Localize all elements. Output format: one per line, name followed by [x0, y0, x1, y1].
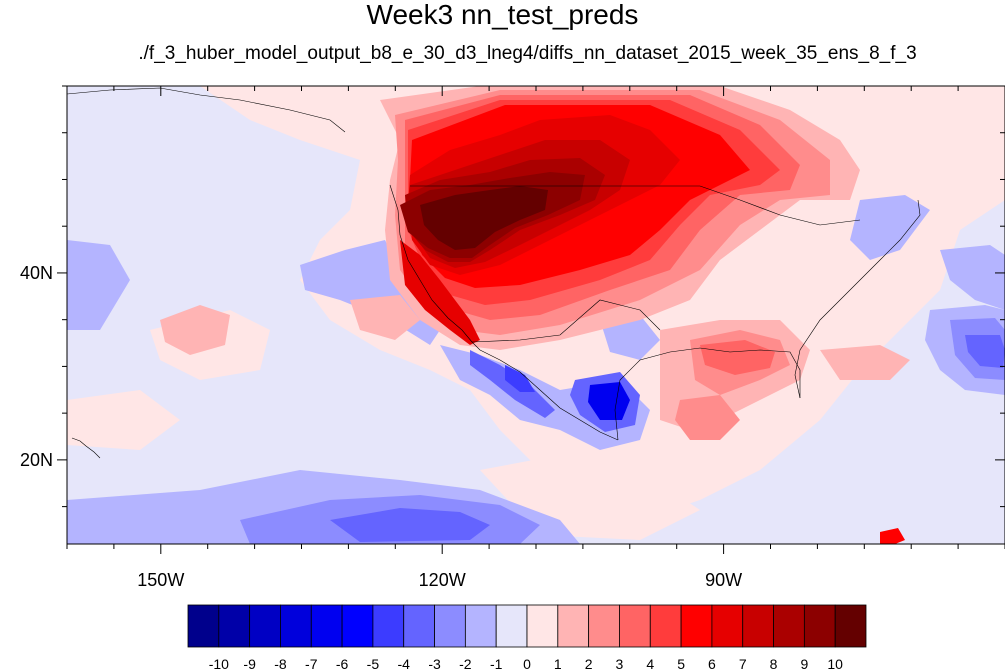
anomaly-region [350, 295, 420, 340]
anomaly-region [820, 345, 910, 380]
colorbar-swatch [218, 604, 251, 648]
anomaly-region [420, 186, 548, 250]
colorbar-swatch [773, 604, 805, 648]
anomaly-region [67, 390, 180, 450]
colorbar-swatch [434, 604, 466, 648]
colorbar-label: -1 [490, 656, 503, 672]
map-title: Week3 nn_test_preds [366, 0, 639, 30]
colorbar-swatch [619, 604, 651, 648]
colorbar-label: 10 [827, 656, 843, 672]
colorbar-swatch [557, 604, 590, 648]
anomaly-region [675, 395, 740, 440]
border [410, 185, 861, 226]
colorbar-label: -5 [367, 656, 380, 672]
colorbar-label: 2 [585, 656, 593, 672]
colorbar-swatch [187, 604, 220, 648]
colorbar-label: 0 [523, 656, 531, 672]
axis-labels: 150W 120W 90W 40N 20N [20, 263, 742, 590]
colorbar-label: -7 [305, 656, 318, 672]
colorbar-swatch [341, 604, 374, 648]
colorbar-label: -8 [274, 656, 287, 672]
colorbar-swatch [711, 604, 744, 648]
colorbar-label: -2 [459, 656, 472, 672]
colorbar-swatch [526, 604, 559, 648]
anomaly-region [505, 365, 535, 392]
colorbar-swatch [372, 604, 405, 648]
colorbar [187, 604, 867, 648]
island [71, 437, 101, 459]
colorbar-label: -10 [209, 656, 229, 672]
colorbar-swatch [588, 604, 620, 648]
anomaly-region [160, 305, 230, 355]
colorbar-swatch [742, 604, 774, 648]
map-plot-area [67, 86, 1005, 544]
anomaly-region [67, 240, 130, 330]
coastline [67, 87, 346, 133]
coastline [614, 347, 801, 441]
coastlines [67, 87, 921, 459]
lat-tick-label: 20N [20, 450, 53, 470]
coastline [794, 199, 921, 399]
colorbar-swatch [249, 604, 281, 648]
colorbar-swatch [280, 604, 312, 648]
coastline [389, 184, 481, 351]
anomaly-field [67, 86, 1005, 544]
colorbar-swatch [495, 604, 528, 648]
lon-tick-label: 90W [705, 570, 742, 590]
coastline [479, 349, 619, 441]
colorbar-label: 5 [677, 656, 685, 672]
anomaly-region [330, 508, 490, 542]
colorbar-swatch [403, 604, 435, 648]
colorbar-swatch [464, 604, 497, 648]
colorbar-label: 6 [708, 656, 716, 672]
colorbar-label: 8 [770, 656, 778, 672]
colorbar-swatch [649, 604, 682, 648]
colorbar-label: 7 [739, 656, 747, 672]
anomaly-region [940, 245, 1005, 310]
colorbar-swatch [680, 604, 713, 648]
colorbar-swatch [834, 604, 867, 648]
colorbar-labels: -10 -9 -8 -7 -6 -5 -4 -3 -2 -1 0 1 2 3 4 5 6 7 8 9 10 [209, 656, 843, 672]
colorbar-label: -9 [243, 656, 256, 672]
lon-tick-label: 150W [137, 570, 184, 590]
colorbar-label: -6 [336, 656, 349, 672]
lon-tick-label: 120W [419, 570, 466, 590]
anomaly-region [850, 195, 930, 260]
colorbar-swatch [310, 604, 343, 648]
colorbar-label: -3 [428, 656, 441, 672]
colorbar-label: 4 [646, 656, 654, 672]
colorbar-label: 3 [616, 656, 624, 672]
border [471, 299, 661, 343]
lat-tick-label: 40N [20, 263, 53, 283]
map-subtitle: ./f_3_huber_model_output_b8_e_30_d3_lneg… [138, 43, 917, 64]
anomaly-region [965, 335, 1005, 368]
colorbar-swatch [803, 604, 836, 648]
anomaly-region [700, 340, 775, 375]
colorbar-label: 1 [554, 656, 562, 672]
axis-ticks [57, 85, 1005, 554]
anomaly-region [880, 528, 905, 544]
colorbar-label: -4 [398, 656, 411, 672]
anomaly-region [400, 240, 480, 345]
colorbar-label: 9 [800, 656, 808, 672]
anomaly-region [588, 382, 630, 420]
